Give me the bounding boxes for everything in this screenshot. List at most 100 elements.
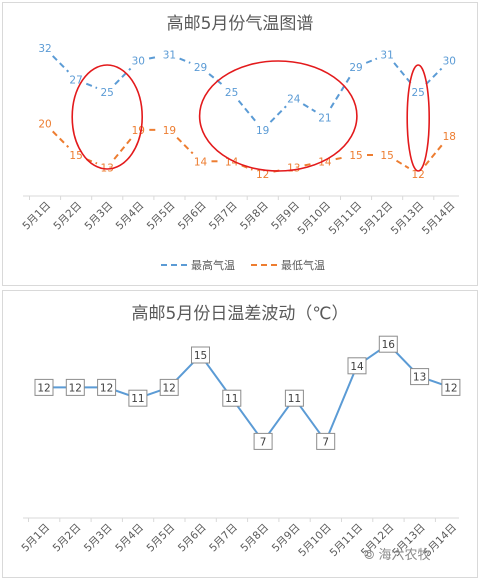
temperature-diff-chart: 高邮5月份日温差波动（℃） 12 12 12 11 12 15 11 7 11 7 14 16 13 12 5… [19, 304, 461, 560]
data-label: 12 [37, 382, 50, 394]
x-tick-label: 5月8日 [238, 200, 271, 233]
series-segment [329, 75, 352, 109]
series-segment [425, 67, 443, 86]
data-label-box [316, 432, 336, 450]
watermark: ⦾ 海六农牧 [364, 544, 431, 563]
chart-title: 高邮5月份气温图谱 [167, 14, 314, 34]
data-label: 15 [349, 150, 362, 162]
data-label: 12 [444, 382, 457, 394]
series-segment [269, 105, 287, 123]
series-segment [393, 62, 412, 85]
series-segment [52, 130, 70, 148]
data-label: 15 [380, 150, 393, 162]
data-label: 31 [380, 49, 393, 61]
series-segment [85, 82, 98, 89]
data-label: 12 [412, 169, 425, 181]
data-label: 29 [349, 62, 362, 74]
x-tick-label: 5月1日 [20, 200, 53, 233]
data-label: 25 [225, 87, 238, 99]
series-segment [114, 67, 132, 86]
data-label-box [410, 368, 430, 386]
data-label: 13 [287, 163, 300, 175]
x-tick-label: 5月3日 [83, 200, 116, 233]
x-tick-label: 5月6日 [176, 522, 209, 555]
data-label: 13 [413, 372, 426, 384]
data-label-box [128, 389, 148, 407]
series-segment [395, 159, 410, 170]
data-label-box [284, 389, 304, 407]
x-tick-label: 5月11日 [327, 200, 365, 238]
watermark-text: 海六农牧 [378, 548, 431, 563]
data-label: 7 [322, 436, 329, 448]
series-segment [148, 55, 159, 60]
data-label-box [347, 357, 367, 375]
data-label: 7 [260, 436, 267, 448]
x-tick-label: 5月10日 [296, 522, 334, 560]
series-segment [176, 136, 194, 155]
data-label: 11 [131, 393, 144, 405]
annotation-ellipse [198, 60, 358, 172]
data-label: 11 [288, 393, 301, 405]
data-label: 14 [350, 361, 364, 373]
x-tick-label: 5月4日 [113, 522, 146, 555]
data-label-box [222, 389, 242, 407]
data-label-box [441, 378, 461, 396]
x-tick-label: 5月10日 [296, 200, 334, 238]
series-segment [208, 73, 224, 87]
data-label: 27 [69, 75, 82, 87]
x-tick-label: 5月1日 [19, 522, 52, 555]
data-label-box [253, 432, 273, 450]
data-label: 25 [412, 87, 425, 99]
data-label: 31 [163, 49, 176, 61]
series-segment [424, 143, 444, 167]
data-label: 12 [163, 382, 176, 394]
x-tick-label: 5月3日 [82, 522, 115, 555]
data-label-box [191, 346, 210, 364]
legend-label: 最低气温 [281, 258, 325, 272]
diff-chart-panel: 高邮5月份日温差波动（℃） 12 12 12 11 12 15 11 7 11 7 14 16 13 12 5… [2, 290, 478, 578]
x-tick-label: 5月7日 [207, 200, 240, 233]
data-label: 15 [194, 350, 207, 362]
series-segment [113, 137, 133, 160]
data-label: 25 [101, 87, 114, 99]
annotation-ellipse [71, 64, 143, 170]
x-tick-label: 5月6日 [176, 200, 209, 233]
data-label: 20 [38, 119, 51, 131]
legend-label: 最高气温 [191, 258, 235, 272]
data-label: 30 [132, 56, 145, 68]
series-segment [237, 99, 257, 123]
x-tick-label: 5月5日 [145, 522, 178, 555]
data-label-box [159, 378, 179, 396]
x-tick-label: 5月11日 [328, 522, 366, 560]
x-tick-label: 5月7日 [207, 522, 240, 555]
data-label: 21 [318, 112, 331, 124]
data-label: 18 [443, 131, 456, 143]
data-label: 19 [256, 125, 269, 137]
data-label-box [378, 335, 398, 353]
temperature-chart-panel: 高邮5月份气温图谱 32 27 25 30 31 29 25 19 24 21 29 31 25 30 20 1… [2, 2, 478, 286]
x-tick-label: 5月13日 [389, 200, 427, 238]
data-label: 12 [100, 382, 113, 394]
series-segment [179, 57, 191, 64]
data-label: 11 [225, 393, 238, 405]
series-segment [52, 55, 70, 73]
data-label: 30 [443, 56, 456, 68]
temperature-chart: 高邮5月份气温图谱 32 27 25 30 31 29 25 19 24 21 29 31 25 30 20 1… [20, 14, 459, 272]
data-label: 19 [163, 125, 176, 137]
x-tick-label: 5月12日 [358, 200, 396, 238]
data-label: 32 [38, 43, 51, 55]
series-segment [365, 57, 378, 64]
x-tick-label: 5月8日 [238, 522, 271, 555]
series-segment [304, 162, 315, 167]
data-label: 29 [194, 62, 207, 74]
data-label-box [34, 378, 54, 396]
data-label: 12 [69, 382, 82, 394]
x-tick-label: 5月2日 [51, 522, 84, 555]
x-tick-label: 5月14日 [420, 200, 458, 238]
chart-title: 高邮5月份日温差波动（℃） [132, 304, 349, 324]
series-segment [302, 103, 317, 113]
data-label: 24 [287, 93, 301, 105]
x-tick-label: 5月2日 [51, 200, 84, 233]
data-label: 12 [256, 169, 269, 181]
wechat-icon: ⦾ [364, 548, 375, 563]
